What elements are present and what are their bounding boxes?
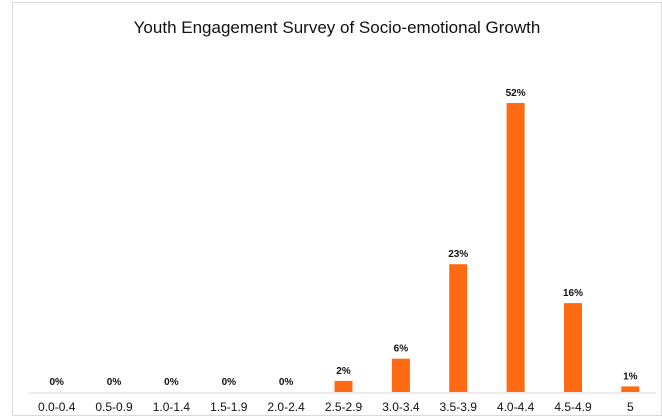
data-labels-layer: 0% 0% 0% 0% 0% 2% 6% 23% 52% 16% 1% (49, 88, 637, 388)
x-tick-label-3.5-3.9: 3.5-3.9 (440, 400, 478, 414)
data-label-1.5-1.9: 0% (222, 377, 237, 388)
x-tick-label-0.0-0.4: 0.0-0.4 (38, 400, 76, 414)
bar-4.5-4.9 (564, 303, 582, 392)
bar-3.5-3.9 (449, 264, 468, 392)
x-tick-label-5: 5 (627, 400, 634, 414)
data-label-0.5-0.9: 0% (107, 377, 122, 388)
chart-title: Youth Engagement Survey of Socio-emotion… (133, 18, 541, 37)
data-label-3.0-3.4: 6% (394, 344, 409, 355)
x-tick-label-1.5-1.9: 1.5-1.9 (210, 400, 248, 414)
data-label-4.0-4.4: 52% (506, 88, 526, 99)
x-tick-label-1.0-1.4: 1.0-1.4 (153, 400, 191, 414)
x-tick-label-0.5-0.9: 0.5-0.9 (95, 400, 133, 414)
data-label-3.5-3.9: 23% (448, 249, 468, 260)
x-tick-labels-layer: 0.0-0.4 0.5-0.9 1.0-1.4 1.5-1.9 2.0-2.4 2.5-2… (38, 400, 634, 414)
bar-3.0-3.4 (391, 358, 410, 392)
data-label-2.5-2.9: 2% (336, 366, 351, 377)
x-tick-label-3.0-3.4: 3.0-3.4 (382, 400, 420, 414)
bars-layer (334, 103, 640, 392)
x-tick-label-4.5-4.9: 4.5-4.9 (554, 400, 592, 414)
chart-frame (12, 2, 662, 416)
bar-5 (621, 386, 640, 392)
x-tick-label-2.0-2.4: 2.0-2.4 (267, 400, 305, 414)
bar-4.0-4.4 (506, 103, 525, 392)
data-label-4.5-4.9: 16% (563, 288, 583, 299)
data-label-5: 1% (623, 371, 638, 382)
bar-2.5-2.9 (334, 380, 353, 392)
data-label-0.0-0.4: 0% (49, 377, 64, 388)
data-label-1.0-1.4: 0% (164, 377, 179, 388)
x-tick-label-4.0-4.4: 4.0-4.4 (497, 400, 535, 414)
data-label-2.0-2.4: 0% (279, 377, 294, 388)
x-tick-label-2.5-2.9: 2.5-2.9 (325, 400, 363, 414)
